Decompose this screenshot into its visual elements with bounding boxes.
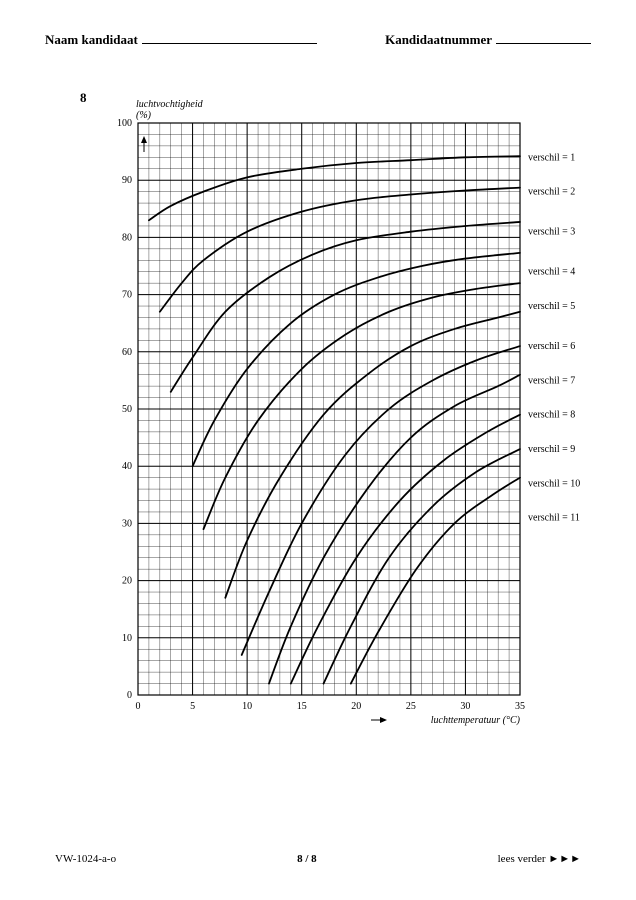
svg-text:80: 80 — [122, 232, 132, 243]
svg-text:verschil = 9: verschil = 9 — [528, 444, 575, 455]
number-underline — [496, 30, 591, 44]
footer-right: lees verder ►►► — [498, 853, 581, 865]
question-number: 8 — [80, 90, 87, 106]
svg-text:0: 0 — [136, 701, 141, 712]
svg-text:0: 0 — [127, 690, 132, 701]
svg-text:25: 25 — [406, 701, 416, 712]
svg-text:10: 10 — [122, 633, 132, 644]
svg-text:verschil = 6: verschil = 6 — [528, 341, 575, 352]
svg-text:verschil = 5: verschil = 5 — [528, 301, 575, 312]
svg-text:30: 30 — [122, 518, 132, 529]
number-label: Kandidaatnummer — [385, 32, 492, 48]
svg-text:15: 15 — [297, 701, 307, 712]
svg-text:30: 30 — [460, 701, 470, 712]
svg-text:5: 5 — [190, 701, 195, 712]
footer-page-number: 8 / 8 — [297, 853, 317, 865]
name-underline — [142, 30, 317, 44]
svg-text:70: 70 — [122, 290, 132, 301]
svg-text:20: 20 — [351, 701, 361, 712]
chart-svg: 0 10 20 30 40 50 60 70 80 90 100 0 5 10 15 20 25 30 35 luch… — [100, 95, 590, 745]
svg-text:verschil = 1: verschil = 1 — [528, 152, 575, 163]
svg-text:50: 50 — [122, 404, 132, 415]
footer-left: VW-1024-a-o — [55, 853, 116, 865]
svg-text:verschil = 3: verschil = 3 — [528, 227, 575, 238]
svg-text:35: 35 — [515, 701, 525, 712]
svg-text:20: 20 — [122, 576, 132, 587]
humidity-chart: 0 10 20 30 40 50 60 70 80 90 100 0 5 10 15 20 25 30 35 luch… — [100, 95, 590, 745]
svg-text:40: 40 — [122, 461, 132, 472]
svg-text:verschil = 10: verschil = 10 — [528, 478, 580, 489]
svg-text:luchtvochtigheid: luchtvochtigheid — [136, 99, 204, 110]
svg-text:(%): (%) — [136, 110, 152, 121]
svg-text:verschil = 2: verschil = 2 — [528, 187, 575, 198]
svg-text:verschil = 4: verschil = 4 — [528, 267, 575, 278]
svg-text:90: 90 — [122, 175, 132, 186]
svg-text:verschil = 11: verschil = 11 — [528, 513, 580, 524]
svg-text:60: 60 — [122, 347, 132, 358]
svg-text:verschil = 7: verschil = 7 — [528, 375, 575, 386]
name-label: Naam kandidaat — [45, 32, 138, 48]
svg-text:100: 100 — [117, 118, 132, 129]
svg-text:luchttemperatuur (°C): luchttemperatuur (°C) — [431, 715, 521, 726]
svg-text:verschil = 8: verschil = 8 — [528, 410, 575, 421]
svg-text:10: 10 — [242, 701, 252, 712]
